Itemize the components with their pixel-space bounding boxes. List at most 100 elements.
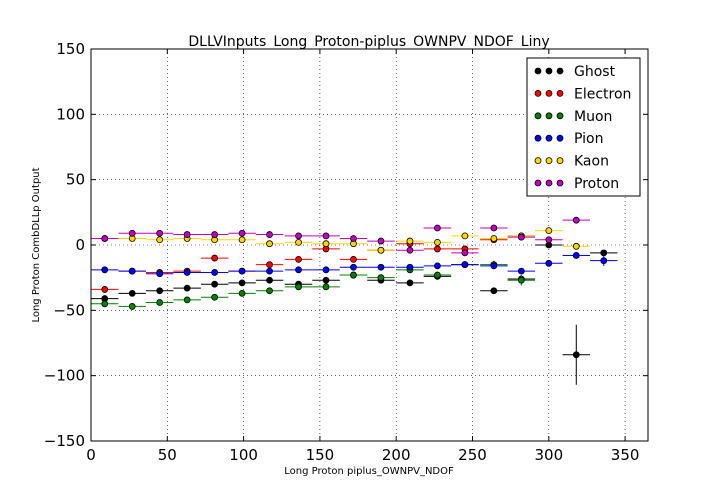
legend-marker-proton bbox=[534, 179, 542, 187]
legend-box bbox=[526, 57, 641, 197]
legend-marker-kaon bbox=[534, 157, 542, 165]
pion-point bbox=[490, 262, 498, 270]
proton-point bbox=[183, 231, 191, 238]
proton-point bbox=[211, 231, 219, 238]
legend-marker-kaon bbox=[545, 157, 553, 165]
legend-label-proton: Proton bbox=[574, 176, 619, 192]
y-tick-label: −50 bbox=[53, 301, 85, 319]
pion-point bbox=[434, 262, 441, 270]
pion-point bbox=[322, 266, 330, 274]
legend-marker-pion bbox=[556, 134, 564, 142]
series-proton bbox=[91, 216, 591, 257]
proton-point bbox=[434, 224, 441, 232]
electron-point bbox=[101, 286, 109, 293]
ghost-point bbox=[183, 284, 191, 292]
proton-point bbox=[377, 237, 385, 245]
ticks: 0 50 100 150 200 250 300 350 −150 −100 −50 0 50 100 15… bbox=[44, 40, 648, 464]
chart-title: DLLVInputs_Long_Proton-piplus_OWNPV_NDOF… bbox=[188, 34, 549, 50]
legend-label-kaon: Kaon bbox=[574, 154, 609, 170]
legend-marker-pion bbox=[545, 134, 553, 142]
muon-point bbox=[183, 296, 191, 304]
kaon-point bbox=[545, 227, 553, 235]
muon-point bbox=[295, 283, 302, 291]
legend-label-pion: Pion bbox=[574, 131, 603, 147]
ghost-point bbox=[211, 280, 219, 288]
electron-point bbox=[266, 261, 273, 269]
kaon-point bbox=[266, 240, 273, 248]
legend: Ghost Electron Muon Pion Kaon Proton bbox=[526, 57, 641, 197]
kaon-point bbox=[238, 236, 246, 244]
kaon-point bbox=[461, 232, 469, 240]
kaon-point bbox=[295, 238, 302, 246]
proton-point bbox=[406, 246, 414, 254]
legend-label-electron: Electron bbox=[574, 86, 631, 102]
proton-point bbox=[461, 249, 469, 257]
x-tick-label: 0 bbox=[86, 446, 96, 464]
pion-point bbox=[183, 269, 191, 276]
pion-point bbox=[266, 267, 273, 275]
proton-point bbox=[295, 232, 302, 240]
kaon-point bbox=[490, 235, 498, 242]
pion-point bbox=[350, 263, 357, 271]
pion-point bbox=[406, 263, 414, 271]
kaon-point bbox=[377, 246, 385, 254]
x-tick-label: 300 bbox=[534, 446, 563, 464]
muon-point bbox=[266, 287, 273, 295]
proton-point bbox=[128, 229, 136, 237]
kaon-point bbox=[434, 238, 441, 246]
pion-point bbox=[572, 252, 580, 259]
x-tick-label: 250 bbox=[458, 446, 487, 464]
pion-point bbox=[461, 261, 469, 269]
muon-point bbox=[517, 276, 525, 284]
legend-marker-ghost bbox=[545, 67, 553, 75]
series-layer bbox=[91, 216, 618, 385]
legend-marker-pion bbox=[534, 134, 542, 142]
proton-point bbox=[350, 235, 357, 242]
pion-point bbox=[545, 259, 553, 267]
proton-point bbox=[545, 236, 553, 244]
kaon-point bbox=[322, 240, 330, 248]
pion-point bbox=[128, 267, 136, 275]
muon-point bbox=[322, 283, 330, 291]
muon-point bbox=[377, 274, 385, 282]
legend-marker-electron bbox=[545, 90, 553, 97]
electron-point bbox=[434, 245, 441, 253]
muon-point bbox=[350, 271, 357, 279]
ghost-point bbox=[128, 289, 136, 297]
ghost-point bbox=[156, 287, 164, 295]
electron-point bbox=[350, 255, 357, 263]
series-kaon bbox=[91, 227, 591, 254]
kaon-point bbox=[406, 237, 414, 245]
y-tick-label: 150 bbox=[56, 40, 85, 58]
legend-marker-ghost bbox=[556, 67, 564, 75]
legend-marker-muon bbox=[534, 112, 542, 120]
legend-label-ghost: Ghost bbox=[574, 64, 616, 80]
muon-point bbox=[156, 299, 164, 306]
x-tick-label: 150 bbox=[306, 446, 335, 464]
x-tick-label: 100 bbox=[229, 446, 258, 464]
legend-marker-proton bbox=[545, 179, 553, 187]
legend-marker-muon bbox=[556, 112, 564, 120]
pion-point bbox=[295, 266, 302, 274]
muon-point bbox=[211, 293, 219, 301]
electron-point bbox=[211, 254, 219, 262]
pion-point bbox=[600, 257, 608, 265]
proton-point bbox=[572, 216, 580, 224]
ghost-point bbox=[490, 287, 498, 295]
x-tick-label: 50 bbox=[158, 446, 177, 464]
legend-label-muon: Muon bbox=[574, 109, 612, 125]
pion-point bbox=[101, 266, 109, 274]
legend-marker-kaon bbox=[556, 157, 564, 165]
ghost-point bbox=[572, 351, 580, 359]
x-axis-label: Long Proton piplus_OWNPV_NDOF bbox=[284, 466, 454, 477]
y-tick-label: 0 bbox=[75, 236, 85, 254]
pion-point bbox=[517, 267, 525, 275]
proton-point bbox=[156, 229, 164, 237]
proton-point bbox=[101, 235, 109, 242]
x-tick-label: 350 bbox=[611, 446, 640, 464]
pion-point bbox=[238, 267, 246, 275]
y-tick-label: 50 bbox=[66, 171, 85, 189]
series-pion bbox=[91, 252, 618, 278]
pion-point bbox=[156, 270, 164, 278]
